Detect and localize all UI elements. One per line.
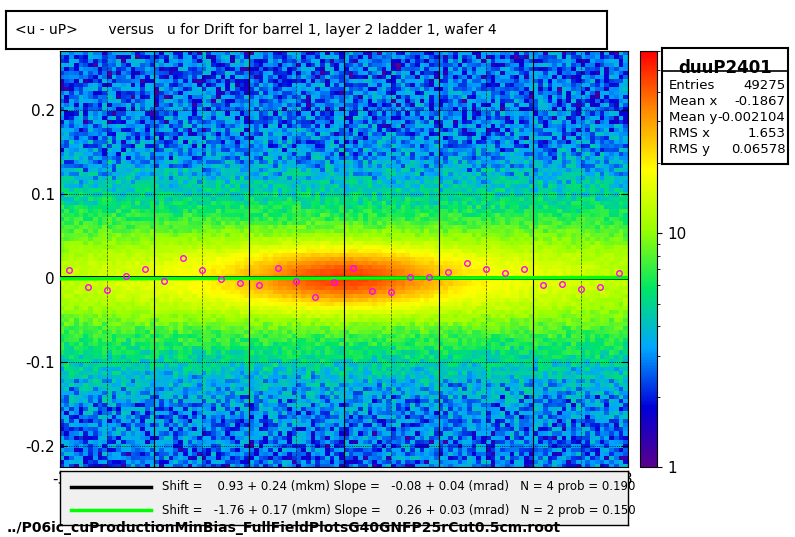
- Text: <u - uP>       versus   u for Drift for barrel 1, layer 2 ladder 1, wafer 4: <u - uP> versus u for Drift for barrel 1…: [15, 23, 497, 37]
- Text: duuP2401: duuP2401: [678, 59, 772, 77]
- Text: 0.06578: 0.06578: [731, 143, 785, 156]
- Text: -0.002104: -0.002104: [718, 111, 785, 124]
- Text: ../P06ic_cuProductionMinBias_FullFieldPlotsG40GNFP25rCut0.5cm.root: ../P06ic_cuProductionMinBias_FullFieldPl…: [6, 521, 560, 535]
- Text: RMS x: RMS x: [669, 127, 709, 140]
- Text: Shift =    0.93 + 0.24 (mkm) Slope =   -0.08 + 0.04 (mrad)   N = 4 prob = 0.190: Shift = 0.93 + 0.24 (mkm) Slope = -0.08 …: [162, 480, 635, 493]
- Text: Shift =   -1.76 + 0.17 (mkm) Slope =    0.26 + 0.03 (mrad)   N = 2 prob = 0.150: Shift = -1.76 + 0.17 (mkm) Slope = 0.26 …: [162, 504, 635, 517]
- Text: 1.653: 1.653: [747, 127, 785, 140]
- Text: Mean x: Mean x: [669, 95, 717, 108]
- Text: Entries: Entries: [669, 79, 715, 92]
- Text: RMS y: RMS y: [669, 143, 709, 156]
- Text: Mean y: Mean y: [669, 111, 717, 124]
- Text: -0.1867: -0.1867: [735, 95, 785, 108]
- Text: 49275: 49275: [743, 79, 785, 92]
